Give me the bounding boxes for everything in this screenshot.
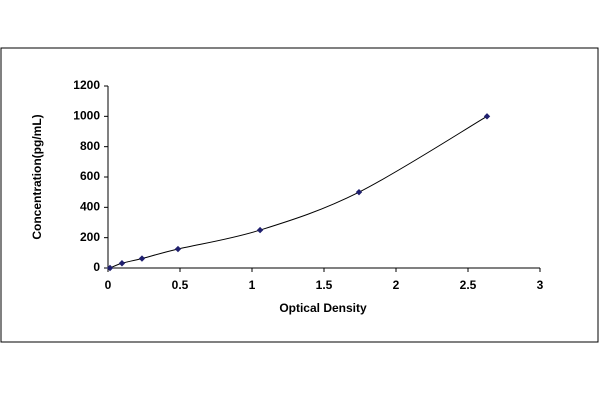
data-point: [138, 255, 146, 262]
y-tick-label: 1000: [73, 109, 100, 123]
data-point: [355, 188, 363, 196]
fit-curve: [109, 115, 488, 269]
y-tick-label: 1200: [73, 78, 100, 92]
x-tick-label: 0: [105, 278, 112, 292]
x-tick-label: 3: [537, 278, 544, 292]
y-tick-label: 600: [80, 169, 100, 183]
data-point: [174, 245, 182, 253]
x-tick-label: 2.5: [460, 278, 477, 292]
data-point: [256, 226, 264, 234]
x-tick-label: 1: [249, 278, 256, 292]
y-tick-label: 0: [93, 260, 100, 274]
x-tick-label: 2: [393, 278, 400, 292]
chart-border: [0, 47, 599, 343]
y-tick-label: 200: [80, 230, 100, 244]
y-tick-label: 800: [80, 139, 100, 153]
data-point: [118, 260, 126, 267]
x-axis-label: Optical Density: [279, 301, 367, 315]
x-tick-label: 0.5: [172, 278, 189, 292]
y-tick-label: 400: [80, 200, 100, 214]
data-point: [106, 264, 114, 272]
data-point: [483, 113, 491, 120]
x-tick-label: 1.5: [316, 278, 333, 292]
y-axis-label: Concentration(pg/mL): [30, 114, 44, 239]
